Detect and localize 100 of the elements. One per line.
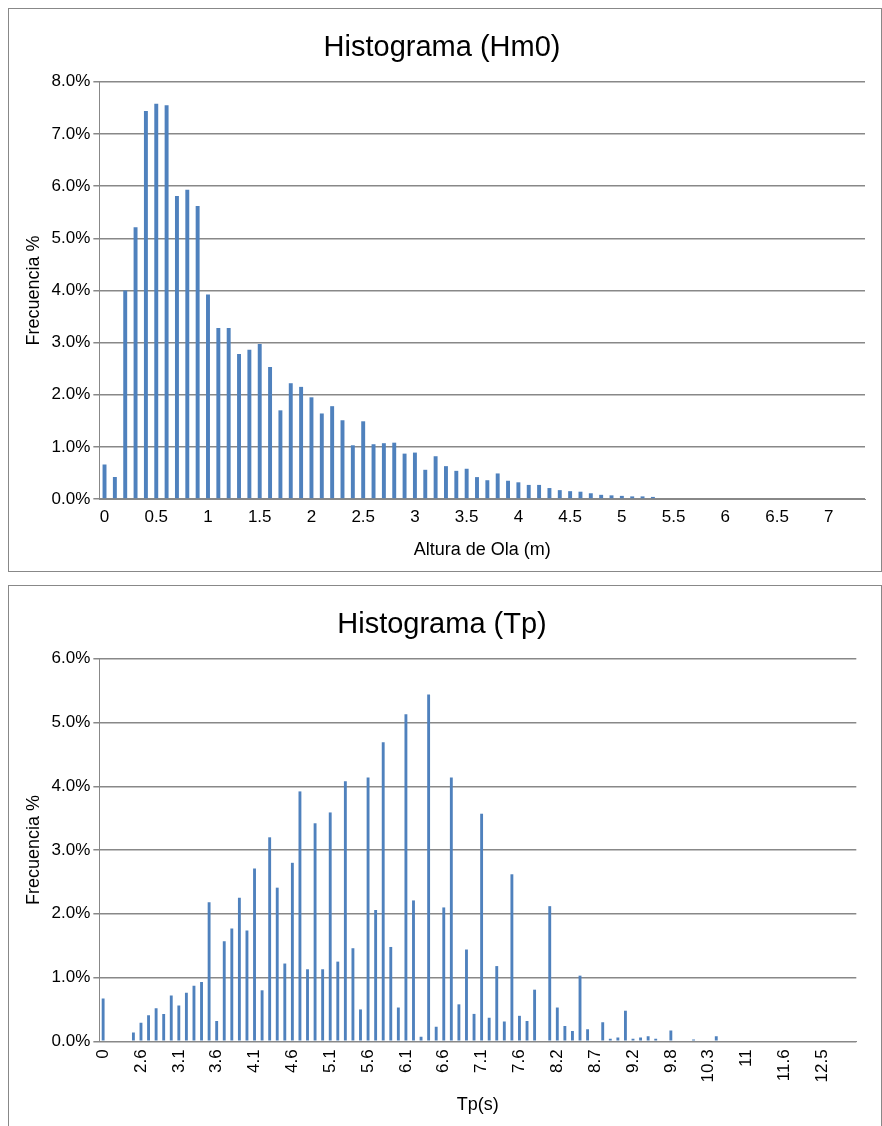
bar: [112, 477, 117, 499]
y-tick-label: 8.0%: [51, 71, 91, 91]
bar: [506, 480, 511, 499]
bar: [131, 1032, 135, 1041]
bar: [427, 694, 431, 1041]
x-tick-label: 0: [92, 1049, 112, 1059]
x-tick-label: 4.5: [558, 506, 582, 526]
y-tick-label: 0.0%: [51, 1031, 91, 1050]
x-tick-label: 11.6: [774, 1049, 794, 1082]
bar: [495, 473, 500, 499]
bar: [548, 906, 552, 1041]
bar: [624, 1010, 627, 1041]
bar: [207, 902, 211, 1041]
bar: [257, 344, 262, 499]
bar: [230, 928, 234, 1041]
bar: [714, 1036, 718, 1041]
bar: [184, 992, 188, 1041]
bar: [568, 491, 573, 499]
x-tick-label: 9.2: [622, 1049, 642, 1073]
bar: [195, 205, 200, 499]
y-axis-title: Frecuencia %: [22, 235, 43, 346]
x-tick-label: 5.1: [319, 1049, 339, 1073]
bar: [185, 189, 190, 499]
bar: [206, 294, 210, 499]
bar: [533, 989, 537, 1041]
chart-title: Histograma (Tp): [337, 607, 547, 640]
x-tick-label: 7.6: [509, 1049, 529, 1073]
bar: [268, 367, 273, 499]
bar: [563, 1026, 567, 1041]
bar: [423, 469, 428, 499]
bar: [260, 990, 264, 1041]
y-tick-label: 6.0%: [51, 648, 91, 668]
bar: [412, 900, 415, 1041]
y-tick-label: 1.0%: [51, 967, 91, 987]
bar: [101, 998, 105, 1041]
bar: [133, 227, 138, 499]
x-tick-label: 6.5: [765, 506, 789, 526]
x-tick-label: 4.1: [244, 1049, 264, 1073]
bar: [475, 477, 479, 499]
x-tick-label: 0: [99, 506, 110, 526]
bar: [177, 1005, 181, 1041]
bar: [537, 484, 542, 499]
bar: [464, 468, 469, 499]
bar: [646, 1036, 650, 1041]
x-tick-label: 3.5: [454, 506, 479, 526]
bar: [669, 1030, 673, 1041]
bar: [516, 482, 521, 499]
bar: [518, 1015, 521, 1041]
bar: [457, 1004, 461, 1041]
bar: [639, 1037, 643, 1041]
bar: [434, 1026, 438, 1041]
y-tick-label: 6.0%: [51, 175, 91, 195]
bar: [480, 813, 484, 1041]
x-tick-label: 3.1: [168, 1049, 188, 1073]
bar: [290, 862, 294, 1041]
bar: [174, 196, 179, 499]
bar: [313, 823, 317, 1041]
x-tick-label: 10.3: [698, 1049, 718, 1083]
bar: [487, 1017, 491, 1041]
bar: [557, 490, 562, 499]
bar: [309, 397, 314, 499]
x-tick-label: 11: [736, 1049, 756, 1067]
x-tick-label: 9.8: [660, 1049, 680, 1073]
bar: [402, 453, 407, 499]
x-tick-label: 6.1: [395, 1049, 415, 1073]
bar: [164, 105, 169, 499]
bar: [169, 995, 173, 1041]
bar: [381, 443, 386, 499]
y-tick-label: 5.0%: [51, 712, 91, 732]
bar: [299, 386, 304, 499]
bar: [154, 1008, 158, 1041]
x-tick-label: 12.5: [811, 1049, 831, 1083]
bar: [433, 456, 438, 499]
bar: [555, 1007, 559, 1041]
bar: [215, 1020, 219, 1041]
bar: [319, 413, 324, 499]
bar: [253, 868, 256, 1041]
bar: [449, 777, 453, 1041]
bar: [321, 969, 325, 1041]
bar: [502, 1021, 506, 1041]
y-axis-title: Frecuencia %: [22, 795, 43, 906]
bar: [599, 494, 604, 499]
bar: [586, 1029, 590, 1041]
bar: [226, 327, 231, 499]
x-tick-label: 6.6: [433, 1049, 453, 1073]
bar: [442, 907, 446, 1041]
bar: [454, 470, 459, 499]
x-tick-label: 2: [306, 506, 317, 526]
bar: [588, 493, 593, 499]
bar: [359, 1009, 362, 1041]
bar: [275, 887, 279, 1041]
chart-title: Histograma (Hm0): [323, 30, 561, 63]
x-tick-label: 0.5: [144, 506, 169, 526]
bar: [237, 897, 241, 1041]
x-tick-label: 2.6: [130, 1049, 150, 1073]
x-tick-label: 2.5: [351, 506, 376, 526]
bar: [268, 837, 272, 1041]
x-tick-label: 6: [720, 506, 731, 526]
bar: [123, 290, 128, 499]
bar: [162, 1013, 166, 1041]
